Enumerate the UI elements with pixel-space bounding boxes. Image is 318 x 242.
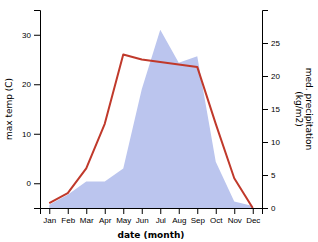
tick: Mar — [80, 208, 94, 225]
tick: 30 — [22, 31, 40, 40]
tick: Jan — [43, 208, 56, 225]
tick-label: Mar — [80, 216, 94, 225]
area — [49, 30, 253, 208]
tick: 0 — [262, 204, 276, 213]
tick: 25 — [262, 39, 280, 48]
tick-label: Jul — [156, 216, 166, 225]
tick-label: 0 — [271, 204, 276, 213]
tick: Dec — [246, 208, 260, 225]
tick-label: Feb — [61, 216, 75, 225]
tick-mark — [34, 183, 40, 184]
tick-mark — [34, 84, 40, 85]
tick-mark — [105, 208, 106, 214]
tick: Aug — [172, 208, 186, 225]
tick-mark — [253, 208, 254, 214]
tick-mark — [262, 109, 268, 110]
tick: 10 — [262, 138, 280, 147]
tick-mark — [262, 43, 268, 44]
tick-mark — [123, 208, 124, 214]
tick: Apr — [99, 208, 112, 225]
y2-axis: 0 5 10 15 20 25 — [262, 11, 280, 214]
y2-axis-title-line: med. precipitation — [304, 68, 314, 150]
tick-label: 20 — [271, 72, 280, 81]
x-axis: Jan Feb Mar Apr May Jun Jul Aug Sep Oct Nov Dec — [41, 208, 263, 225]
tick-label: 10 — [271, 138, 280, 147]
tick: Oct — [210, 208, 223, 225]
tick-label: Jun — [136, 216, 149, 225]
tick: Jul — [156, 208, 166, 225]
tick-label: 30 — [22, 31, 31, 40]
tick-label: Jan — [43, 216, 56, 225]
y2-axis-title-line: (kg/m2) — [294, 91, 304, 126]
tick-mark — [142, 208, 143, 214]
tick: Feb — [61, 208, 75, 225]
tick-mark — [197, 208, 198, 214]
tick: 20 — [262, 72, 280, 81]
plot: Jan Feb Mar Apr May Jun Jul Aug Sep Oct Nov Dec 0 10 2… — [4, 11, 314, 241]
tick: 15 — [262, 105, 280, 114]
tick-mark — [262, 175, 268, 176]
tick: May — [116, 208, 131, 225]
tick-mark — [179, 208, 180, 214]
tick-mark — [262, 76, 268, 77]
tick-mark — [262, 142, 268, 143]
tick-label: 10 — [22, 130, 31, 139]
chart: Jan Feb Mar Apr May Jun Jul Aug Sep Oct Nov Dec 0 10 2… — [0, 0, 318, 242]
line — [49, 55, 253, 208]
tick-label: 20 — [22, 80, 31, 89]
tick-label: Oct — [210, 216, 223, 225]
tick-label: Aug — [172, 216, 186, 225]
tick-mark — [234, 208, 235, 214]
tick: Jun — [136, 208, 149, 225]
tick-mark — [262, 208, 268, 209]
y2-axis-title: med. precipitation(kg/m2) — [294, 68, 314, 150]
tick-mark — [68, 208, 69, 214]
tick-label: Apr — [99, 216, 112, 225]
axis-line — [263, 11, 269, 209]
tick-mark — [86, 208, 87, 214]
y-axis-title: max temp (C) — [4, 78, 14, 140]
tick-label: 5 — [271, 171, 276, 180]
tick-label: 15 — [271, 105, 280, 114]
tick-label: 25 — [271, 39, 280, 48]
tick-label: May — [116, 216, 131, 225]
axis-line — [34, 11, 41, 209]
tick-mark — [34, 134, 40, 135]
tick: Sep — [191, 208, 206, 225]
tick-label: Sep — [191, 216, 206, 225]
x-axis-title: date (month) — [118, 230, 185, 240]
tick: 20 — [22, 80, 40, 89]
tick-label: 0 — [27, 179, 32, 188]
tick: Nov — [228, 208, 242, 225]
marks — [49, 30, 253, 208]
tick-mark — [49, 208, 50, 214]
tick: 10 — [22, 130, 40, 139]
tick-label: Nov — [228, 216, 242, 225]
tick-mark — [160, 208, 161, 214]
tick: 5 — [262, 171, 276, 180]
tick-mark — [34, 35, 40, 36]
tick-label: Dec — [246, 216, 260, 225]
tick: 0 — [27, 179, 40, 188]
tick-mark — [216, 208, 217, 214]
axis-line — [41, 209, 263, 215]
y-axis: 0 10 20 30 — [22, 11, 40, 209]
